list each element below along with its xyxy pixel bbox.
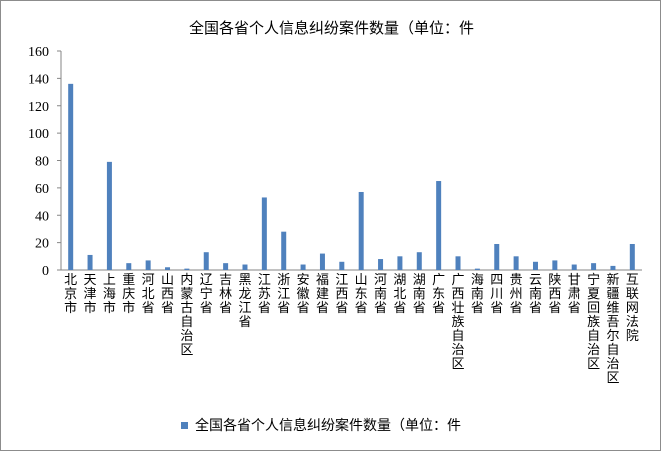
- x-category-label: 宁夏回族自治区: [587, 272, 600, 372]
- bar: [629, 243, 635, 270]
- bar: [203, 252, 209, 270]
- x-category-label: 内蒙古自治区: [180, 272, 193, 358]
- x-category-label: 安徽省: [297, 273, 310, 316]
- bar: [610, 265, 616, 270]
- bar: [281, 231, 287, 270]
- bar: [339, 261, 345, 270]
- chart-title: 全国各省个人信息纠纷案件数量（单位：件: [188, 19, 474, 37]
- axes: [57, 50, 642, 271]
- x-category-label: 湖北省: [393, 273, 406, 316]
- x-category-label: 贵州省: [510, 273, 523, 316]
- bars: [68, 83, 635, 270]
- y-tick-labels: 0 20 40 60 80 100 120 140 160: [28, 45, 49, 279]
- x-category-label: 海南省: [471, 273, 484, 316]
- bar: [378, 259, 384, 270]
- x-category-label: 福建省: [316, 273, 329, 316]
- y-tick-label: 140: [28, 72, 49, 87]
- x-category-label: 辽宁省: [200, 273, 213, 316]
- bar: [571, 264, 577, 270]
- y-tick-label: 80: [35, 155, 49, 170]
- bar: [165, 267, 171, 270]
- y-tick-label: 100: [28, 127, 49, 142]
- x-category-label: 陕西省: [548, 273, 561, 316]
- bar: [455, 256, 461, 270]
- x-category-label: 重庆市: [122, 272, 135, 316]
- bar: [474, 268, 480, 270]
- y-tick-label: 0: [42, 264, 49, 279]
- x-category-label: 黑龙江省: [238, 273, 251, 330]
- x-category-label: 北京市: [64, 273, 77, 316]
- x-category-label: 四川省: [490, 273, 503, 316]
- bar: [397, 256, 403, 270]
- bar: [145, 260, 151, 270]
- bar: [68, 83, 74, 270]
- y-tick-label: 120: [28, 100, 49, 115]
- bar: [184, 268, 190, 270]
- bar: [494, 243, 500, 270]
- y-tick-label: 40: [35, 209, 49, 224]
- x-category-label: 浙江省: [277, 273, 290, 316]
- bar: [87, 254, 93, 270]
- bar: [319, 253, 325, 270]
- x-category-label: 上海市: [103, 273, 116, 316]
- x-category-label: 广东省: [432, 273, 445, 316]
- x-category-label: 江西省: [335, 273, 348, 316]
- bar: [552, 260, 558, 270]
- legend-label: 全国各省个人信息纠纷案件数量（单位：件: [195, 418, 461, 434]
- x-category-label: 天津市: [84, 273, 97, 316]
- x-category-label: 互联网法院: [626, 273, 639, 344]
- x-category-label: 广西壮族自治区: [452, 273, 465, 372]
- bar: [358, 191, 364, 270]
- x-category-label: 甘肃省: [568, 273, 581, 316]
- x-category-label: 山西省: [161, 273, 174, 316]
- bar: [242, 264, 248, 270]
- x-category-label: 河北省: [142, 273, 155, 316]
- bar: [126, 263, 132, 270]
- category-labels: 北京市天津市上海市重庆市河北省山西省内蒙古自治区辽宁省吉林省黑龙江省江苏省浙江省…: [64, 272, 639, 386]
- bar: [513, 256, 519, 270]
- legend-swatch: [181, 421, 188, 429]
- bar: [300, 264, 306, 270]
- bar: [591, 263, 597, 270]
- bar: [416, 252, 422, 270]
- bar: [532, 261, 538, 270]
- x-category-label: 湖南省: [413, 273, 426, 316]
- x-category-label: 云南省: [529, 273, 542, 316]
- y-tick-label: 20: [35, 237, 49, 252]
- y-tick-label: 160: [28, 45, 49, 60]
- bar: [106, 161, 112, 270]
- x-category-label: 河南省: [374, 273, 387, 316]
- legend: 全国各省个人信息纠纷案件数量（单位：件: [181, 415, 461, 435]
- x-category-label: 吉林省: [219, 273, 232, 316]
- y-tick-label: 60: [35, 182, 49, 197]
- x-category-label: 山东省: [355, 273, 368, 316]
- bar: [223, 263, 229, 270]
- x-category-label: 新疆维吾尔自治区: [606, 272, 619, 386]
- bar: [261, 197, 267, 270]
- bar: [436, 181, 442, 270]
- x-category-label: 江苏省: [258, 273, 271, 316]
